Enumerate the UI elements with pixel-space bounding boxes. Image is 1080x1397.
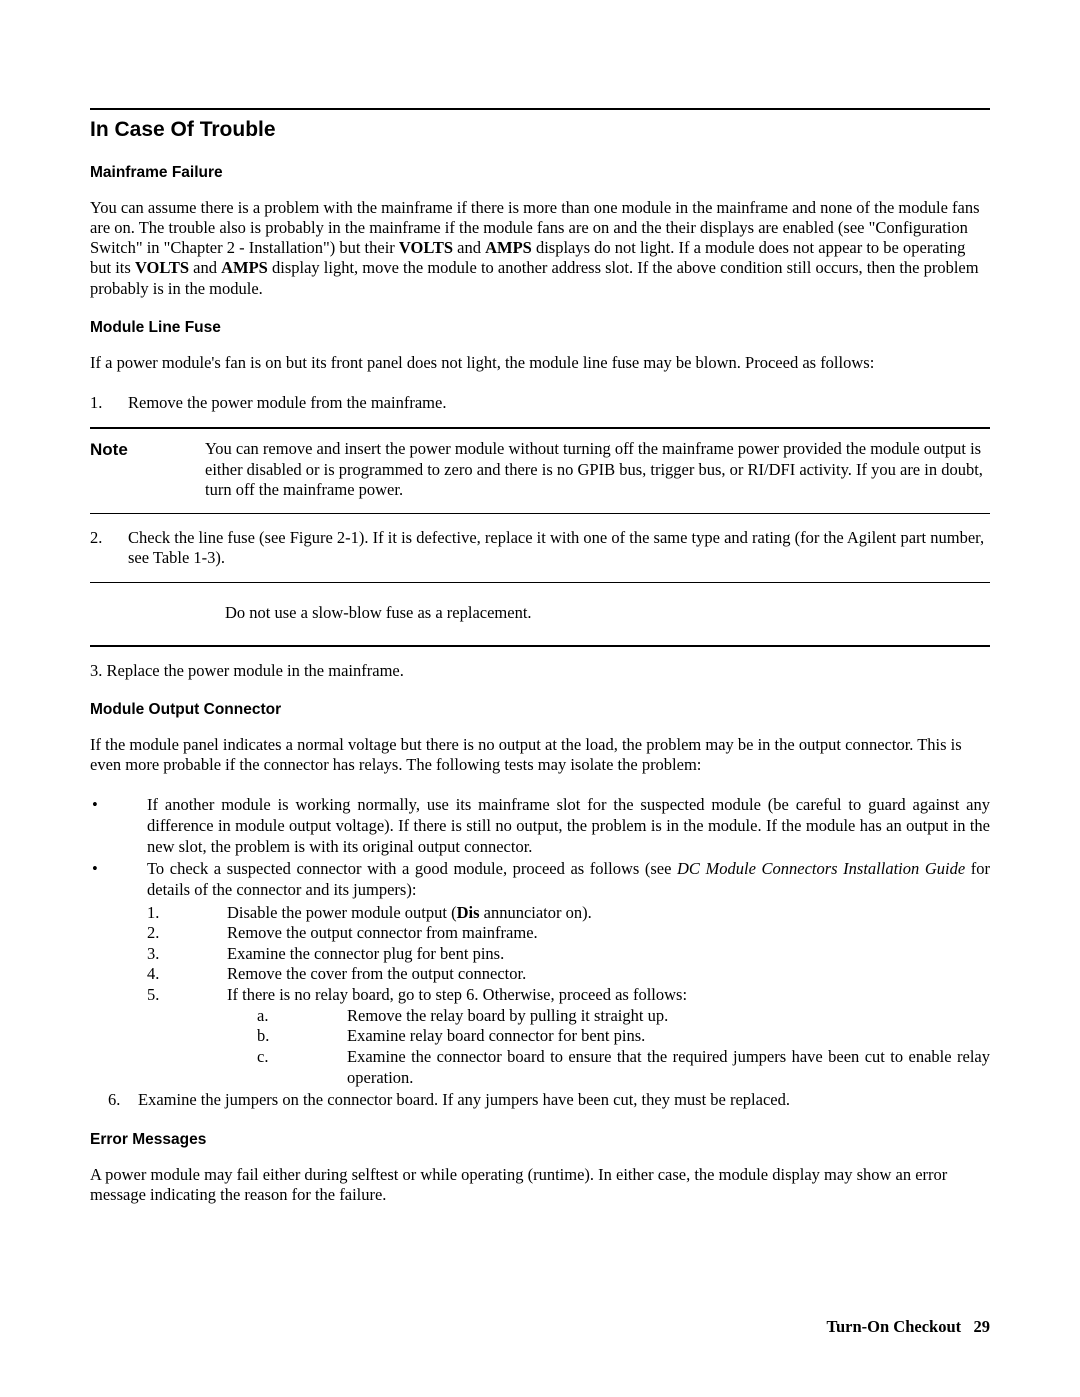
list-number: 4. <box>147 964 227 985</box>
list-item: 5.If there is no relay board, go to step… <box>147 985 990 1088</box>
list-letter: a. <box>227 1006 347 1027</box>
footer-label: Turn-On Checkout <box>826 1317 961 1336</box>
sub-ordered-list: 1.Disable the power module output (Dis a… <box>147 903 990 1089</box>
caution-text: Do not use a slow-blow fuse as a replace… <box>90 603 990 623</box>
bullet-icon: • <box>90 795 147 857</box>
list-item: b.Examine relay board connector for bent… <box>227 1026 990 1047</box>
text: If there is no relay board, go to step 6… <box>227 985 687 1004</box>
rule <box>90 513 990 514</box>
bullet-text: To check a suspected connector with a go… <box>147 859 990 1088</box>
list-number: 2. <box>90 528 128 568</box>
list-text: Examine the jumpers on the connector boa… <box>138 1090 990 1111</box>
subhead-module-line-fuse: Module Line Fuse <box>90 319 990 337</box>
document-page: In Case Of Trouble Mainframe Failure You… <box>0 0 1080 1397</box>
text: annunciator on). <box>480 903 592 922</box>
list-text: Check the line fuse (see Figure 2-1). If… <box>128 528 990 568</box>
list-text: Remove the relay board by pulling it str… <box>347 1006 990 1027</box>
list-item: a.Remove the relay board by pulling it s… <box>227 1006 990 1027</box>
para-module-line-fuse: If a power module's fan is on but its fr… <box>90 353 990 373</box>
list-number: 5. <box>147 985 227 1088</box>
top-rule <box>90 108 990 110</box>
ordered-list-fuse-a: 1. Remove the power module from the main… <box>90 393 990 413</box>
list-item: c.Examine the connector board to ensure … <box>227 1047 990 1088</box>
bold-volts: VOLTS <box>399 238 453 257</box>
rule <box>90 645 990 647</box>
subhead-error-messages: Error Messages <box>90 1131 990 1149</box>
bullet-list: • If another module is working normally,… <box>90 795 990 1088</box>
italic-title: DC Module Connectors Installation Guide <box>677 859 965 878</box>
list-letter: b. <box>227 1026 347 1047</box>
list-item: 3.Examine the connector plug for bent pi… <box>147 944 990 965</box>
bullet-icon: • <box>90 859 147 1088</box>
subhead-module-output-connector: Module Output Connector <box>90 701 990 719</box>
list-item: 6. Examine the jumpers on the connector … <box>108 1090 990 1111</box>
list-item: 1.Disable the power module output (Dis a… <box>147 903 990 924</box>
rule <box>90 427 990 429</box>
list-item: • To check a suspected connector with a … <box>90 859 990 1088</box>
note-label: Note <box>90 439 205 501</box>
list-text: Examine relay board connector for bent p… <box>347 1026 990 1047</box>
list-number: 2. <box>147 923 227 944</box>
caution-block: Do not use a slow-blow fuse as a replace… <box>90 582 990 647</box>
para-error-messages: A power module may fail either during se… <box>90 1165 990 1205</box>
note-row: Note You can remove and insert the power… <box>90 437 990 509</box>
note-block: Note You can remove and insert the power… <box>90 427 990 514</box>
list-item: 4.Remove the cover from the output conne… <box>147 964 990 985</box>
ordered-list-step6: 6. Examine the jumpers on the connector … <box>90 1090 990 1111</box>
para-mainframe-failure: You can assume there is a problem with t… <box>90 198 990 299</box>
note-text: You can remove and insert the power modu… <box>205 439 990 501</box>
bold-amps: AMPS <box>221 258 268 277</box>
list-text: Examine the connector plug for bent pins… <box>227 944 990 965</box>
list-number: 6. <box>108 1090 138 1111</box>
section-title: In Case Of Trouble <box>90 118 990 142</box>
bold-amps: AMPS <box>485 238 532 257</box>
list-text: Disable the power module output (Dis ann… <box>227 903 990 924</box>
para-output-connector: If the module panel indicates a normal v… <box>90 735 990 775</box>
page-footer: Turn-On Checkout 29 <box>826 1317 990 1337</box>
para-step3: 3. Replace the power module in the mainf… <box>90 661 990 681</box>
bold-dis: Dis <box>457 903 480 922</box>
ordered-list-fuse-b: 2. Check the line fuse (see Figure 2-1).… <box>90 528 990 568</box>
list-item: • If another module is working normally,… <box>90 795 990 857</box>
list-text: Remove the output connector from mainfra… <box>227 923 990 944</box>
list-text: Remove the cover from the output connect… <box>227 964 990 985</box>
subhead-mainframe-failure: Mainframe Failure <box>90 164 990 182</box>
list-letter: c. <box>227 1047 347 1088</box>
list-text: If there is no relay board, go to step 6… <box>227 985 990 1088</box>
text: Disable the power module output ( <box>227 903 457 922</box>
text: and <box>453 238 485 257</box>
list-number: 1. <box>90 393 128 413</box>
list-number: 1. <box>147 903 227 924</box>
list-text: Remove the power module from the mainfra… <box>128 393 990 413</box>
rule <box>90 582 990 583</box>
subsub-ordered-list: a.Remove the relay board by pulling it s… <box>227 1006 990 1089</box>
text: and <box>189 258 221 277</box>
list-item: 1. Remove the power module from the main… <box>90 393 990 413</box>
text: To check a suspected connector with a go… <box>147 859 677 878</box>
bold-volts: VOLTS <box>135 258 189 277</box>
list-item: 2. Check the line fuse (see Figure 2-1).… <box>90 528 990 568</box>
list-number: 3. <box>147 944 227 965</box>
footer-page-number: 29 <box>974 1317 991 1336</box>
list-item: 2.Remove the output connector from mainf… <box>147 923 990 944</box>
bullet-text: If another module is working normally, u… <box>147 795 990 857</box>
list-text: Examine the connector board to ensure th… <box>347 1047 990 1088</box>
